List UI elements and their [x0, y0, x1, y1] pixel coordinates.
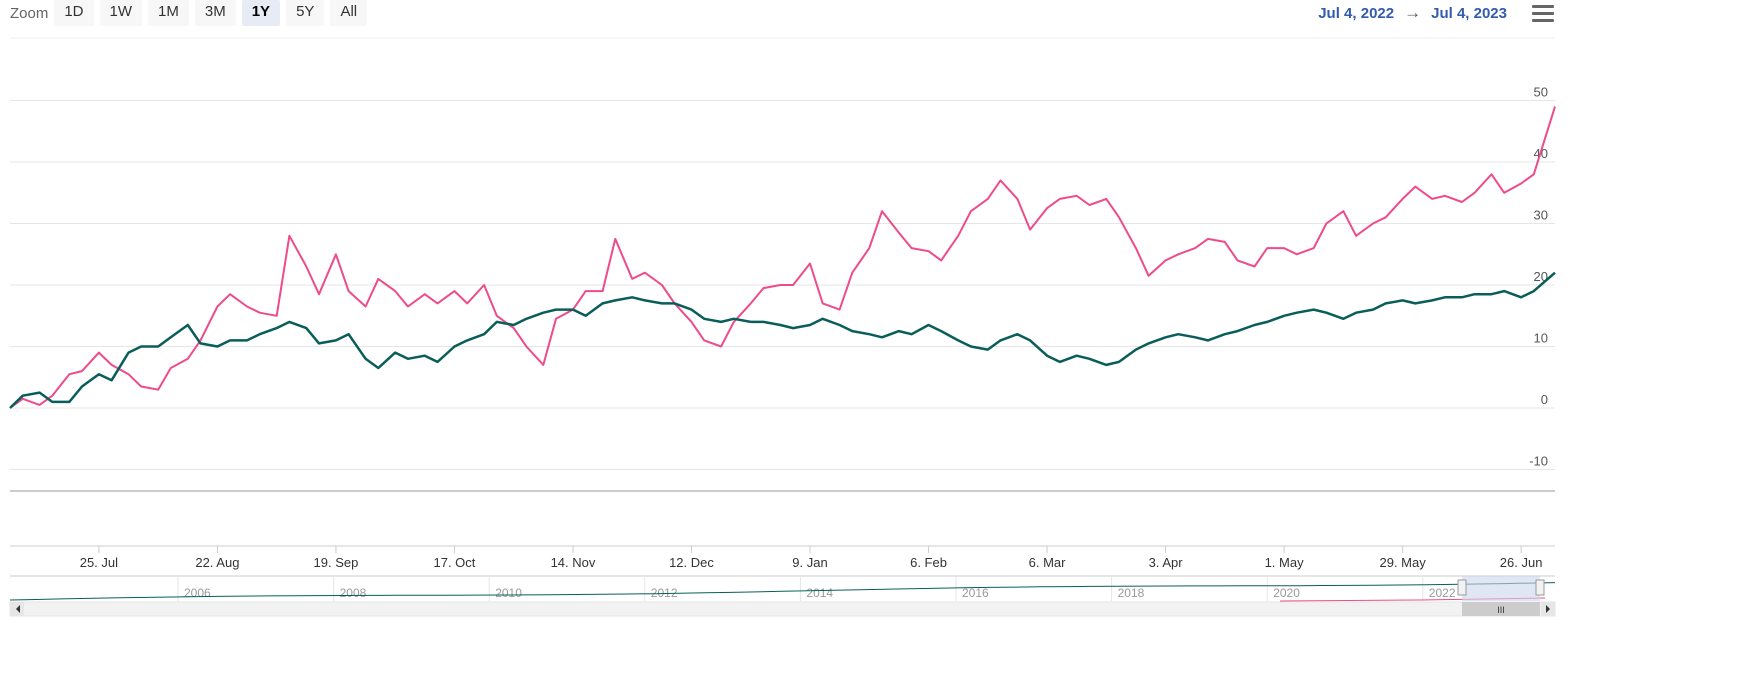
x-tick-label: 12. Dec [669, 555, 714, 570]
scroll-right-arrow-icon [1546, 605, 1550, 613]
zoom-1m-button[interactable]: 1M [148, 0, 189, 26]
navigator-year-label: 2010 [495, 586, 522, 600]
navigator-year-label: 2008 [340, 586, 367, 600]
navigator-year-label: 2012 [651, 586, 678, 600]
navigator-right-handle [1535, 579, 1545, 596]
x-tick-label: 14. Nov [551, 555, 596, 570]
x-tick-label: 1. May [1265, 555, 1305, 570]
navigator-year-label: 2020 [1273, 586, 1300, 600]
zoom-all-button[interactable]: All [330, 0, 368, 26]
navigator-year-label: 2022 [1429, 586, 1456, 600]
series-line-2 [9, 271, 1556, 409]
y-tick-label: -10 [1529, 454, 1548, 469]
y-tick-label: 20 [1534, 269, 1548, 284]
navigator-scrollbar-track [9, 601, 1556, 617]
range-from-date[interactable]: Jul 4, 2022 [1318, 4, 1395, 22]
x-tick-label: 29. May [1379, 555, 1426, 570]
zoom-5y-button[interactable]: 5Y [286, 0, 325, 26]
navigator-scrollbar-thumb [1462, 602, 1540, 616]
y-tick-label: 30 [1534, 208, 1548, 223]
range-arrow: → [1404, 3, 1422, 22]
x-tick-label: 9. Jan [792, 555, 827, 570]
zoom-1y-button[interactable]: 1Y [241, 0, 281, 26]
zoom-bar: Zoom 1D 1W 1M 3M 1Y 5Y All [10, 0, 373, 26]
navigator-year-label: 2018 [1118, 586, 1145, 600]
y-tick-label: 10 [1534, 331, 1548, 346]
zoom-1d-button[interactable]: 1D [54, 0, 94, 26]
x-tick-label: 19. Sep [314, 555, 359, 570]
series-line-1 [9, 106, 1556, 409]
scroll-left-arrow-icon [16, 605, 20, 613]
x-tick-label: 26. Jun [1500, 555, 1543, 570]
navigator[interactable]: 2006 2008 2010 2012 2014 2016 2018 2020 2022 III [9, 575, 1556, 617]
x-tick-label: 22. Aug [195, 555, 239, 570]
x-axis: 25. Jul 22. Aug 19. Sep 17. Oct 14. Nov 12. D… [10, 545, 1555, 570]
date-range: Jul 4, 2022 → Jul 4, 2023 [1318, 3, 1507, 23]
zoom-label: Zoom [10, 4, 49, 22]
x-tick-label: 25. Jul [80, 555, 118, 570]
navigator-left-handle [1457, 579, 1467, 596]
chart-series [9, 106, 1556, 409]
x-tick-label: 3. Apr [1149, 555, 1184, 570]
navigator-year-label: 2014 [806, 586, 833, 600]
zoom-3m-button[interactable]: 3M [194, 0, 236, 26]
hamburger-menu-icon[interactable] [1532, 5, 1554, 23]
scrollbar-grip-icon: III [1497, 605, 1505, 615]
navigator-year-label: 2016 [962, 586, 989, 600]
navigator-year-label: 2006 [184, 586, 211, 600]
navigator-series-teal [9, 582, 1556, 601]
zoom-1w-button[interactable]: 1W [99, 0, 143, 26]
range-to-date[interactable]: Jul 4, 2023 [1431, 4, 1507, 22]
grid-lines [10, 37, 1555, 492]
x-tick-label: 17. Oct [433, 555, 475, 570]
y-tick-label: 50 [1534, 85, 1548, 100]
navigator-selection-mask [1462, 576, 1540, 601]
x-tick-label: 6. Mar [1029, 555, 1067, 570]
x-tick-label: 6. Feb [910, 555, 947, 570]
y-tick-label: 0 [1541, 392, 1548, 407]
